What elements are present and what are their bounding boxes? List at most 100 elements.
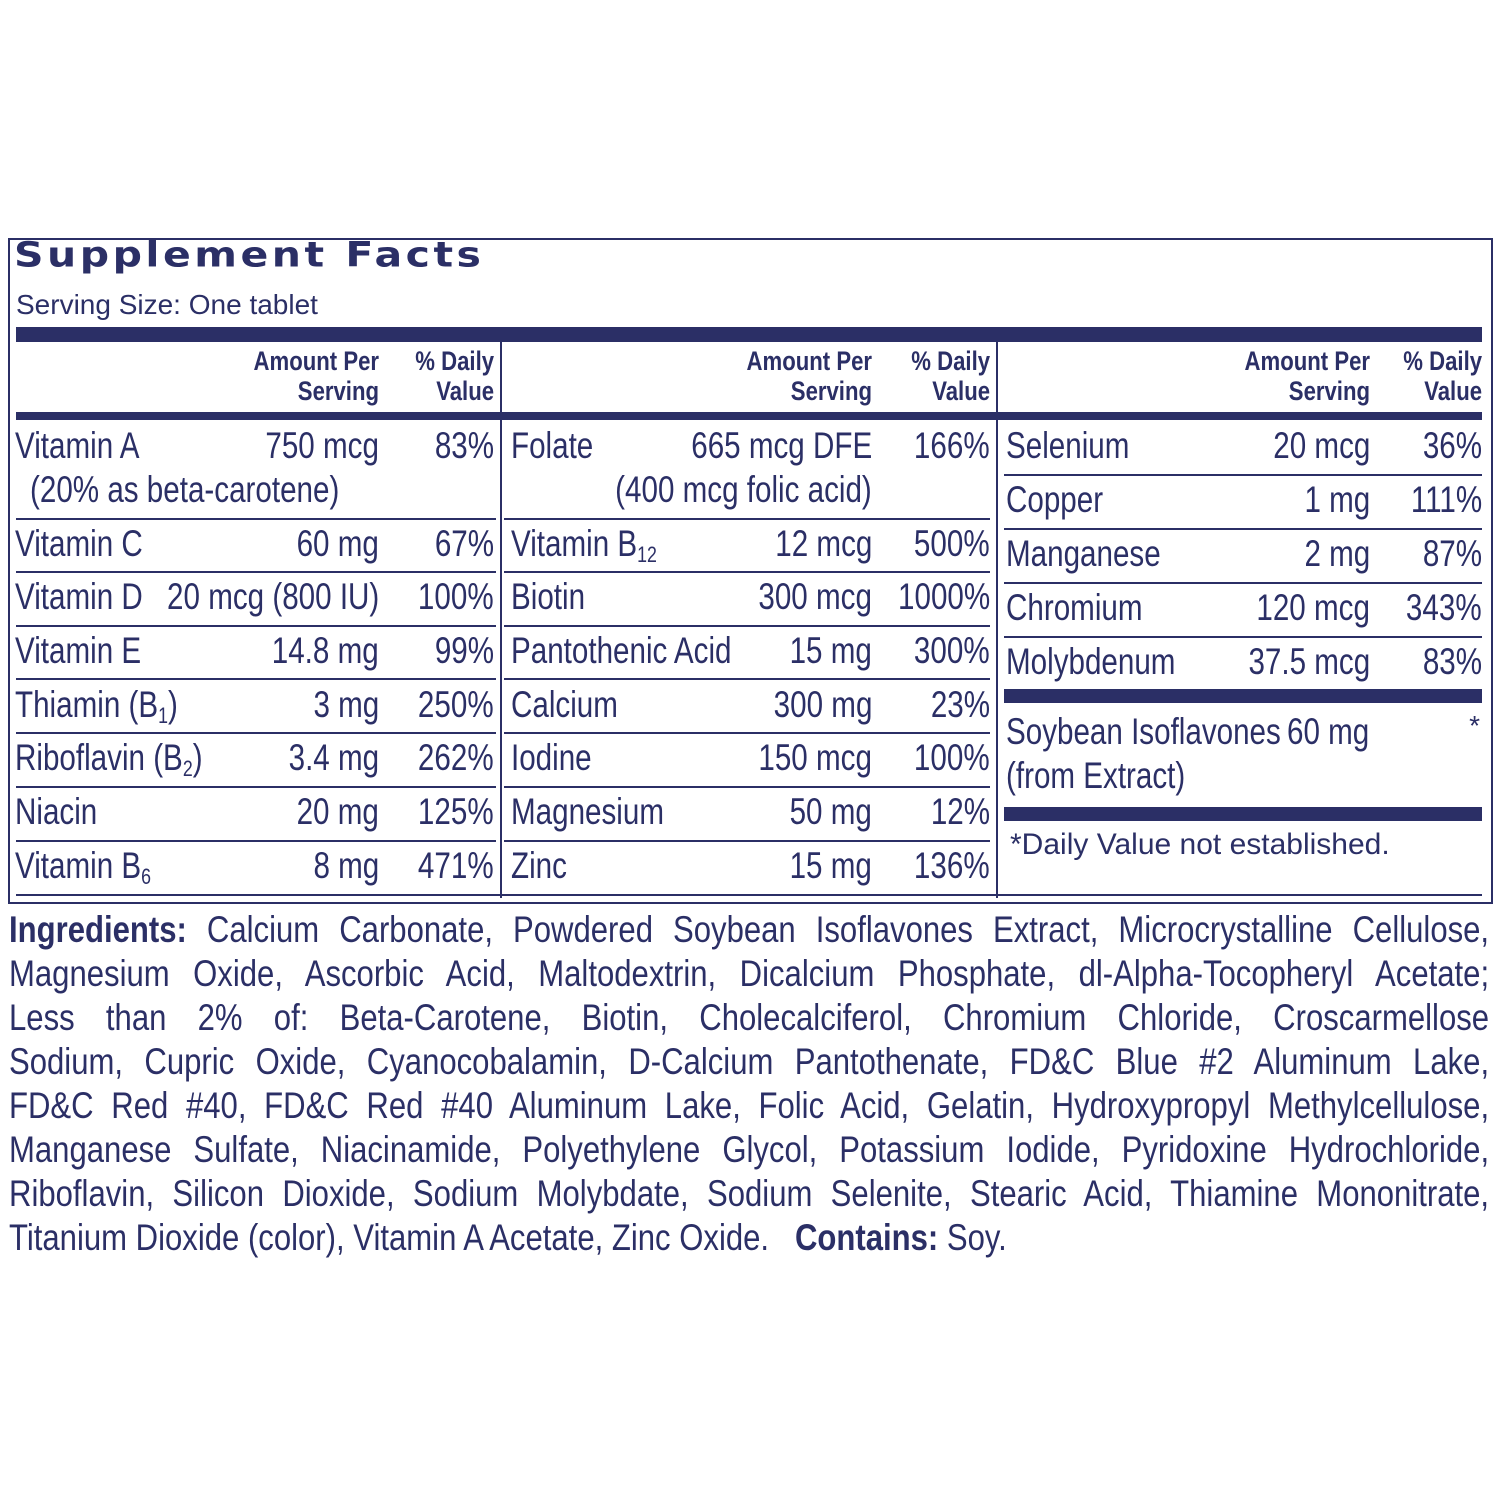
nutrient-name: Vitamin D [15, 576, 143, 617]
nutrient-amount: 12 mcg [774, 523, 872, 564]
ingredients-line: Riboflavin, Silicon Dioxide, Sodium Moly… [9, 1173, 1490, 1214]
nutrient-amount: 300 mg [773, 684, 872, 725]
nutrient-amount: 8 mg [313, 845, 379, 886]
nutrient-dv: 471% [418, 845, 494, 886]
row-divider [16, 625, 496, 627]
ingredients-line: Less than 2% of: Beta-Carotene, Biotin, … [9, 997, 1490, 1038]
row-divider [504, 840, 990, 842]
row-divider [16, 894, 1482, 896]
nutrient-dv: 36% [1422, 425, 1482, 466]
header-amount-col2: Amount Per Serving [747, 346, 872, 406]
nutrient-name: Folate [511, 425, 594, 466]
nutrient-dv: 300% [914, 630, 990, 671]
nutrient-amount: 1 mg [1304, 479, 1370, 520]
header-amount-col3: Amount Per Serving [1245, 346, 1370, 406]
serving-size: Serving Size: One tablet [16, 289, 318, 320]
ingredients-label: Ingredients: [9, 909, 187, 950]
nutrient-name: Iodine [511, 737, 592, 778]
nutrient-name: Manganese [1006, 533, 1161, 574]
nutrient-name: Magnesium [511, 791, 665, 832]
nutrient-dv: 250% [418, 684, 494, 725]
nutrient-amount: 37.5 mcg [1248, 641, 1370, 682]
header-dv-line2: Value [1424, 376, 1482, 406]
nutrient-dv: 166% [914, 425, 990, 466]
nutrient-dv: 99% [434, 630, 494, 671]
nutrient-amount: 300 mcg [758, 576, 872, 617]
ingredients-block: Ingredients: Calcium Carbonate, Powdered… [9, 908, 1489, 1260]
ingredients-text: Titanium Dioxide (color), Vitamin A Acet… [9, 1217, 770, 1258]
nutrient-name: Selenium [1006, 425, 1130, 466]
nutrient-dv: 12% [930, 791, 990, 832]
header-dv-col2: % Daily Value [911, 346, 990, 406]
nutrient-dv: 23% [930, 684, 990, 725]
row-divider [504, 625, 990, 627]
row-divider [504, 786, 990, 788]
ingredients-text: Calcium Carbonate, Powdered Soybean Isof… [206, 909, 1490, 950]
row-divider [1004, 528, 1482, 530]
header-amount-line2: Serving [790, 376, 872, 406]
nutrient-dv: 100% [914, 737, 990, 778]
soy-amount: 60 mg [1287, 711, 1370, 752]
nutrient-amount: 20 mg [296, 791, 379, 832]
ingredients-line: Titanium Dioxide (color), Vitamin A Acet… [9, 1216, 1489, 1260]
nutrient-amount: 120 mcg [1256, 587, 1370, 628]
nutrient-dv: 136% [914, 845, 990, 886]
header-amount-line1: Amount Per [1244, 346, 1370, 376]
nutrient-name: Copper [1006, 479, 1104, 520]
footnote: *Daily Value not established. [1010, 828, 1390, 861]
nutrient-amount: 50 mg [789, 791, 872, 832]
nutrient-name: Zinc [511, 845, 567, 886]
supplement-facts-panel [8, 238, 1493, 904]
row-divider [504, 571, 990, 573]
header-dv-line2: Value [436, 376, 494, 406]
nutrient-dv: 262% [418, 737, 494, 778]
nutrient-dv: 111% [1410, 479, 1482, 520]
header-amount-line1: Amount Per [746, 346, 872, 376]
header-amount-line1: Amount Per [253, 346, 379, 376]
nutrient-amount: 60 mg [296, 523, 379, 564]
row-divider [504, 678, 990, 680]
soy-name: Soybean Isoflavones [1006, 711, 1281, 752]
nutrient-dv: 83% [434, 425, 494, 466]
nutrient-name: Vitamin C [15, 523, 143, 564]
header-amount-line2: Serving [1288, 376, 1370, 406]
ingredients-line: Ingredients: Calcium Carbonate, Powdered… [9, 908, 1489, 952]
header-dv-line2: Value [932, 376, 990, 406]
contains-label: Contains: [794, 1217, 939, 1258]
header-dv-col3: % Daily Value [1403, 346, 1482, 406]
column-divider-2 [996, 342, 998, 898]
nutrient-dv: 67% [434, 523, 494, 564]
top-thick-bar [16, 327, 1482, 342]
nutrient-name: Riboflavin (B2) [15, 737, 203, 781]
nutrient-dv: 1000% [897, 576, 990, 617]
header-amount-line2: Serving [297, 376, 379, 406]
row-divider [1004, 636, 1482, 638]
nutrient-dv: 125% [418, 791, 494, 832]
contains-value: Soy. [946, 1217, 1007, 1258]
row-divider [1004, 474, 1482, 476]
nutrient-dv: 343% [1406, 587, 1482, 628]
nutrient-amount: 3.4 mg [288, 737, 380, 778]
nutrient-name: Vitamin E [15, 630, 142, 671]
row-divider [16, 518, 496, 520]
soy-name-line2: (from Extract) [1006, 755, 1186, 796]
footnote-divider-bar [1004, 807, 1482, 821]
soy-divider-bar [1004, 689, 1482, 703]
nutrient-name: Pantothenic Acid [511, 630, 732, 671]
row-divider [504, 732, 990, 734]
panel-title: Supplement Facts [14, 234, 485, 275]
column-divider-1 [500, 342, 502, 898]
row-divider [16, 678, 496, 680]
nutrient-note: (400 mcg folic acid) [615, 469, 872, 510]
row-divider [16, 840, 496, 842]
header-dv-line1: % Daily [415, 346, 494, 376]
header-dv-line1: % Daily [911, 346, 990, 376]
nutrient-amount: 750 mcg [265, 425, 379, 466]
nutrient-dv: 500% [914, 523, 990, 564]
nutrient-name: Molybdenum [1006, 641, 1176, 682]
row-divider [16, 732, 496, 734]
header-bar [16, 412, 1482, 420]
row-divider [1004, 582, 1482, 584]
nutrient-name: Thiamin (B1) [15, 684, 178, 728]
nutrient-amount: 3 mg [313, 684, 379, 725]
